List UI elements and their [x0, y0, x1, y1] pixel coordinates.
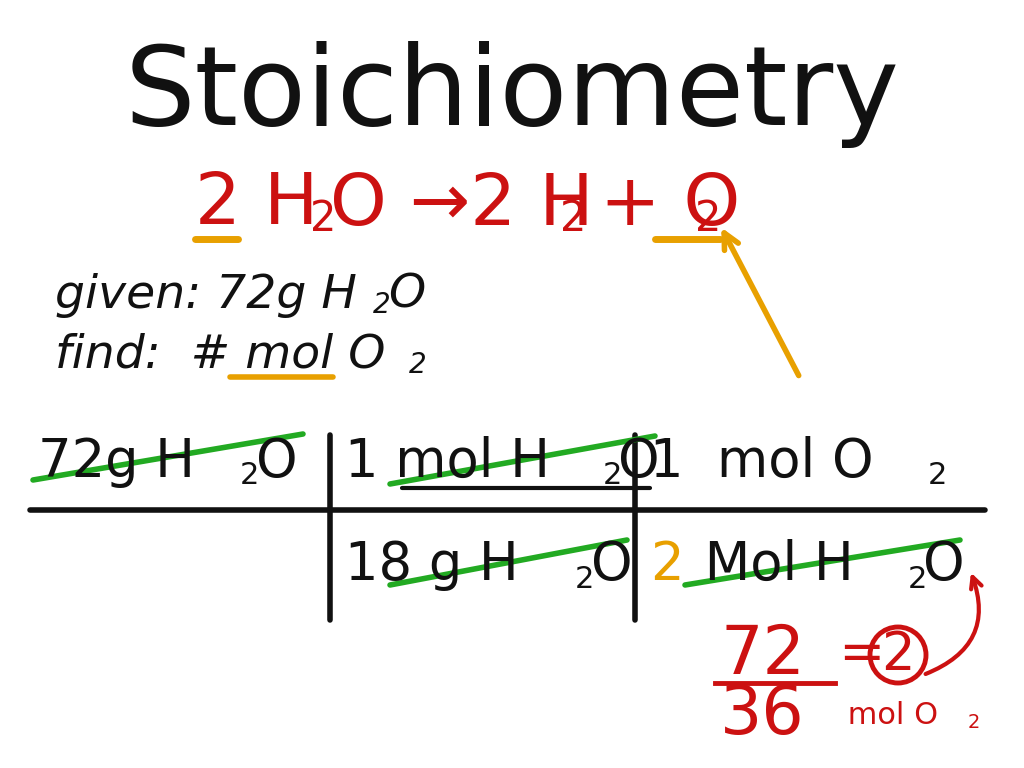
Text: 2: 2: [310, 198, 336, 240]
Text: 2: 2: [968, 713, 980, 733]
Text: 2: 2: [882, 629, 914, 681]
Text: 2: 2: [650, 539, 683, 591]
Text: Mol H: Mol H: [688, 539, 854, 591]
Text: mol O: mol O: [838, 700, 938, 730]
Text: 2: 2: [603, 462, 623, 491]
Text: =: =: [838, 628, 885, 682]
Text: 2 H: 2 H: [195, 170, 318, 240]
Text: Stoichiometry: Stoichiometry: [125, 41, 899, 148]
Text: find:  # mol O: find: # mol O: [55, 333, 385, 378]
Text: 36: 36: [720, 682, 805, 748]
Text: 2: 2: [928, 462, 947, 491]
Text: + O: + O: [577, 170, 740, 240]
Text: O: O: [256, 436, 298, 488]
Text: O: O: [591, 539, 633, 591]
Text: 2: 2: [373, 291, 390, 319]
Text: 2: 2: [908, 564, 928, 594]
Text: O: O: [618, 436, 659, 488]
Text: 2: 2: [409, 351, 427, 379]
Text: 2: 2: [575, 564, 594, 594]
Text: 1  mol O: 1 mol O: [650, 436, 873, 488]
Text: given: 72g H: given: 72g H: [55, 273, 357, 317]
Text: O: O: [923, 539, 965, 591]
Text: 72: 72: [720, 622, 805, 688]
Text: O →2 H: O →2 H: [330, 170, 594, 240]
Text: 2: 2: [560, 198, 587, 240]
Text: 18 g H: 18 g H: [345, 539, 518, 591]
Text: 72g H: 72g H: [38, 436, 195, 488]
Text: 2: 2: [240, 462, 259, 491]
Text: 2: 2: [695, 198, 721, 240]
Text: O: O: [388, 273, 425, 317]
Text: 1 mol H: 1 mol H: [345, 436, 550, 488]
